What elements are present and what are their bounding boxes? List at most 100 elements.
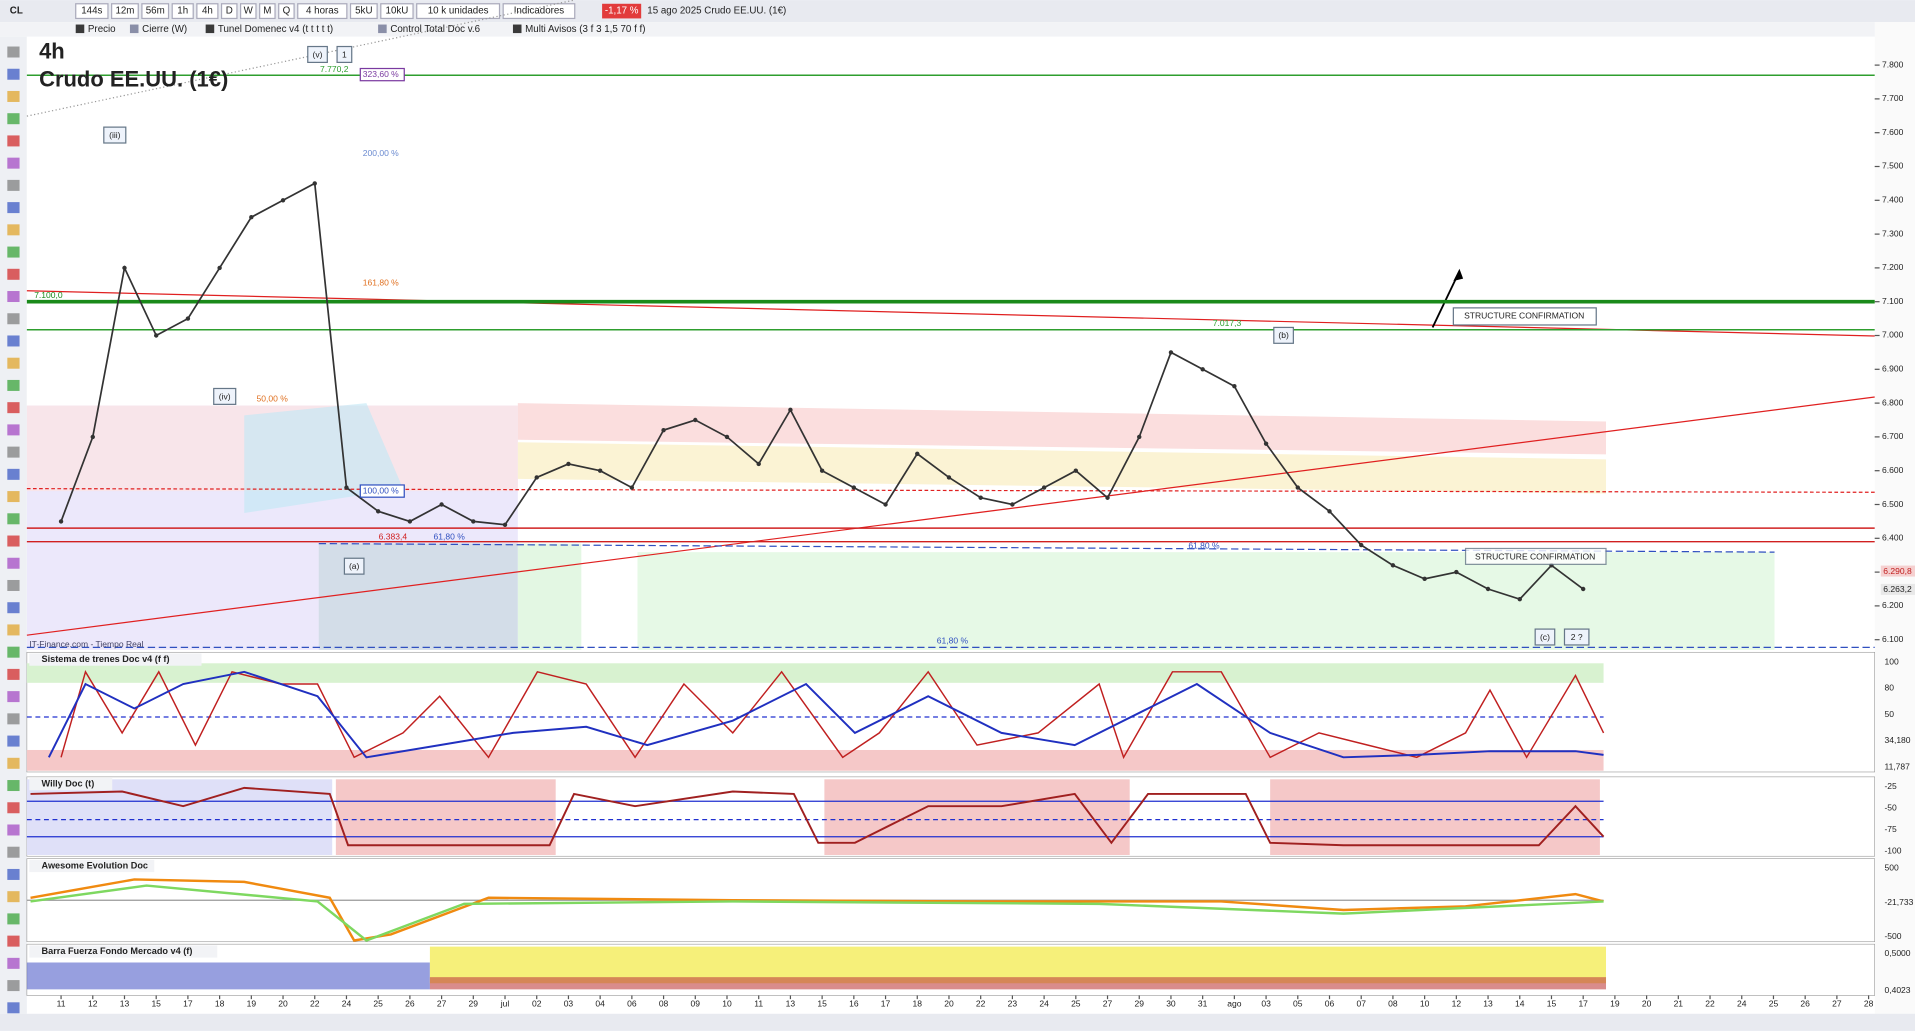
tool-icon[interactable] — [7, 891, 20, 903]
price-point — [344, 485, 349, 490]
legend-items: Precio Cierre (W) Tunel Domenec v4 (t t t … — [75, 24, 645, 35]
tool-icon[interactable] — [7, 135, 20, 147]
tool-icon[interactable] — [7, 491, 20, 503]
x-tick-label: 17 — [183, 998, 193, 1008]
tool-icon[interactable] — [7, 446, 20, 458]
oscillator — [47, 670, 1604, 759]
tool-icon[interactable] — [7, 357, 20, 369]
tool-icon[interactable] — [7, 113, 20, 125]
x-tick-label: 15 — [1547, 998, 1557, 1008]
tool-icon[interactable] — [7, 179, 20, 191]
panel-title: Willy Doc (t) — [42, 779, 95, 789]
toolbar-button-label[interactable]: 10kU — [386, 6, 409, 17]
tool-icon[interactable] — [7, 713, 20, 725]
toolbar-button[interactable] — [220, 3, 238, 20]
symbol[interactable]: CL — [10, 6, 23, 17]
tool-icon[interactable] — [7, 757, 20, 769]
toolbar-button[interactable] — [502, 3, 576, 20]
tool-icon[interactable] — [7, 913, 20, 925]
tool-icon[interactable] — [7, 557, 20, 569]
arrow-head — [1453, 268, 1464, 282]
tool-icon[interactable] — [7, 46, 20, 58]
tool-icon[interactable] — [7, 668, 20, 680]
legend-item[interactable]: Precio — [88, 24, 116, 35]
tool-icon[interactable] — [7, 513, 20, 525]
legend-item[interactable]: Control Total Doc v.6 — [390, 24, 480, 35]
toolbar-button-label[interactable]: 12m — [115, 6, 134, 17]
toolbar-button-label[interactable]: 4 horas — [306, 6, 339, 17]
toolbar-button-label[interactable]: Q — [283, 6, 291, 17]
toolbar-button[interactable] — [141, 3, 170, 20]
price-point — [1105, 495, 1110, 500]
tool-icon[interactable] — [7, 402, 20, 414]
toolbar-button[interactable] — [259, 3, 276, 20]
toolbar-button[interactable] — [416, 3, 501, 20]
y-tick-label: 6.800 — [1882, 397, 1904, 407]
toolbar-button-label[interactable]: W — [244, 6, 254, 17]
toolbar-button-label[interactable]: 144s — [81, 6, 102, 17]
tool-icon[interactable] — [7, 268, 20, 280]
wave-label: 1 — [342, 49, 347, 59]
tool-icon[interactable] — [7, 468, 20, 480]
tool-icon[interactable] — [7, 157, 20, 169]
tool-icon[interactable] — [7, 935, 20, 947]
y-tick-label: 7.700 — [1882, 93, 1904, 103]
toolbar-button[interactable] — [75, 3, 109, 20]
tool-icon[interactable] — [7, 291, 20, 303]
price-point — [153, 333, 159, 338]
toolbar-button-label[interactable]: 10 k unidades — [428, 6, 489, 17]
tool-icon[interactable] — [7, 202, 20, 214]
price-point — [1359, 542, 1364, 548]
tool-icon[interactable] — [7, 579, 20, 591]
tool-icon[interactable] — [7, 646, 20, 658]
x-tick-label: 27 — [1103, 998, 1113, 1008]
tool-icon[interactable] — [7, 335, 20, 347]
tool-icon[interactable] — [7, 313, 20, 325]
toolbar-button-label[interactable]: D — [226, 6, 233, 17]
toolbar-button[interactable] — [297, 3, 348, 20]
tool-icon[interactable] — [7, 735, 20, 747]
toolbar-button[interactable] — [349, 3, 378, 20]
toolbar-button[interactable] — [380, 3, 414, 20]
toolbar-button-label[interactable]: 56m — [146, 6, 165, 17]
x-tick-label: 31 — [1198, 998, 1208, 1008]
price-point — [122, 265, 127, 271]
tool-icon[interactable] — [7, 846, 20, 858]
tool-icon[interactable] — [7, 535, 20, 547]
tool-icon[interactable] — [7, 957, 20, 969]
panel-title: Sistema de trenes Doc v4 (f f) — [42, 654, 170, 664]
toolbar-button[interactable] — [196, 3, 219, 20]
tool-icon[interactable] — [7, 802, 20, 814]
tool-icon[interactable] — [7, 868, 20, 880]
tool-icon[interactable] — [7, 68, 20, 80]
tool-icon[interactable] — [7, 624, 20, 636]
tool-icon[interactable] — [7, 224, 20, 236]
y-tick-label: 7.200 — [1882, 262, 1904, 272]
tool-icon[interactable] — [7, 602, 20, 614]
toolbar-button-label[interactable]: Indicadores — [514, 6, 565, 17]
toolbar-button[interactable] — [111, 3, 139, 20]
price-point — [1263, 441, 1269, 446]
toolbar-button[interactable] — [239, 3, 257, 20]
toolbar-button[interactable] — [278, 3, 295, 20]
toolbar-button-label[interactable]: M — [263, 6, 271, 17]
tool-icon[interactable] — [7, 1002, 20, 1014]
legend-item[interactable]: Tunel Domenec v4 (t t t t t) — [218, 24, 333, 35]
toolbar-button-label[interactable]: 5kU — [355, 6, 372, 17]
price-label: 7.017,3 — [1213, 318, 1242, 328]
tool-icon[interactable] — [7, 824, 20, 836]
toolbar-button-label[interactable]: 4h — [202, 6, 213, 17]
tool-icon[interactable] — [7, 980, 20, 992]
tool-icon[interactable] — [7, 424, 20, 436]
tool-icon[interactable] — [7, 691, 20, 703]
trend-line — [26, 0, 575, 117]
oscillator — [30, 786, 1605, 847]
tool-icon[interactable] — [7, 246, 20, 258]
tool-icon[interactable] — [7, 780, 20, 792]
tool-icon[interactable] — [7, 379, 20, 391]
toolbar-button-label[interactable]: 1h — [177, 6, 188, 17]
tool-icon[interactable] — [7, 90, 20, 102]
legend-item[interactable]: Cierre (W) — [142, 24, 187, 35]
toolbar-button[interactable] — [171, 3, 194, 20]
legend-item[interactable]: Multi Avisos (3 f 3 1,5 70 f f) — [525, 24, 645, 35]
